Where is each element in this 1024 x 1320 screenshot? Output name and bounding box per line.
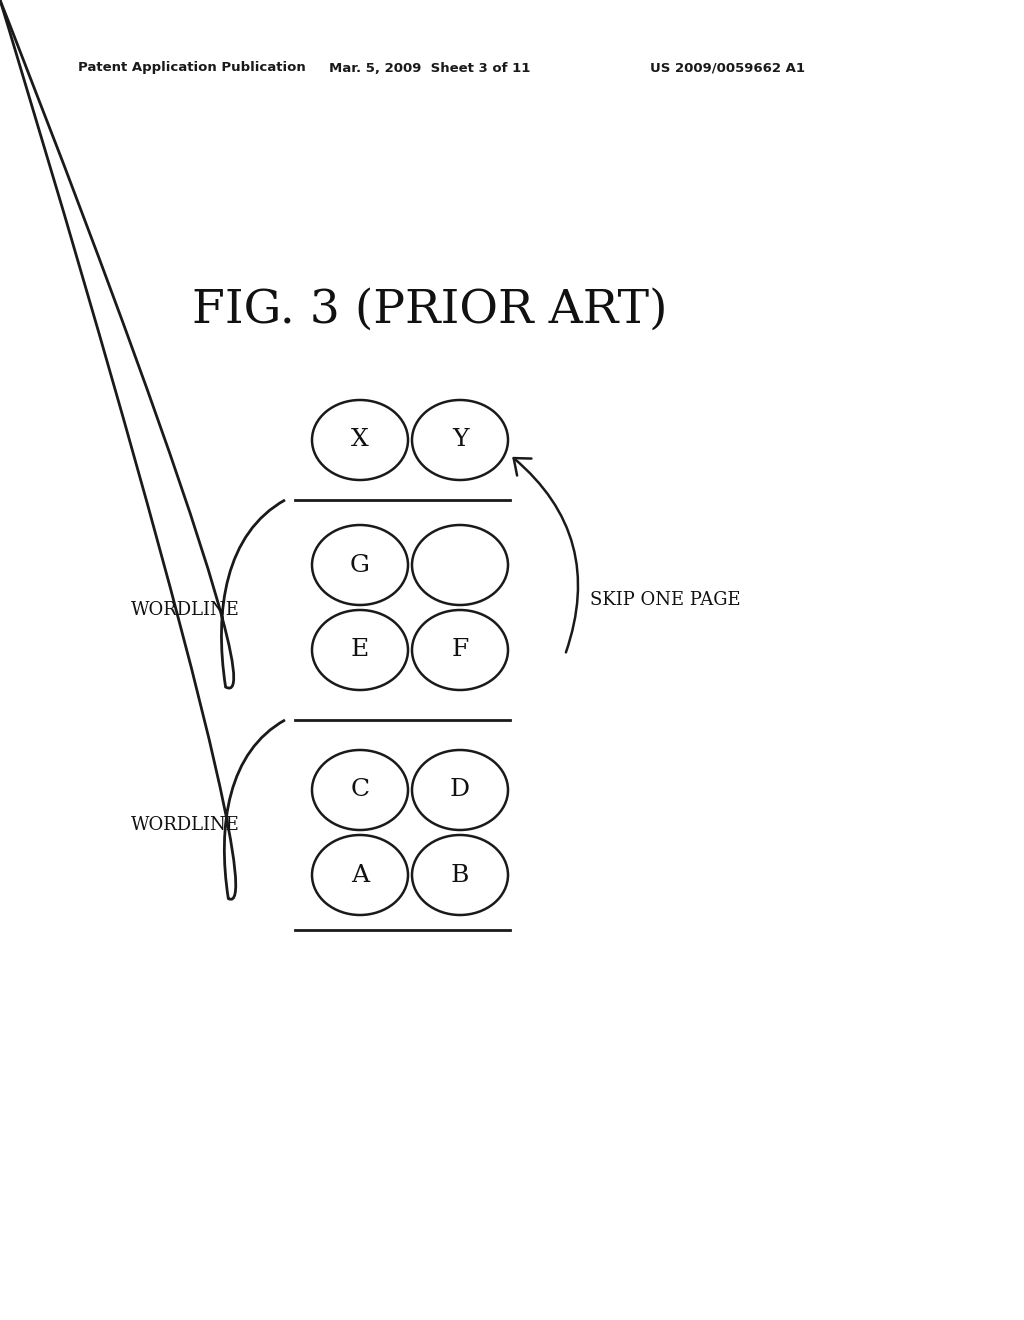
- Text: SKIP ONE PAGE: SKIP ONE PAGE: [590, 591, 740, 609]
- Text: Mar. 5, 2009  Sheet 3 of 11: Mar. 5, 2009 Sheet 3 of 11: [330, 62, 530, 74]
- Text: E: E: [351, 639, 369, 661]
- Text: A: A: [351, 863, 369, 887]
- Text: B: B: [451, 863, 469, 887]
- Text: X: X: [351, 429, 369, 451]
- Text: C: C: [350, 779, 370, 801]
- Text: US 2009/0059662 A1: US 2009/0059662 A1: [650, 62, 805, 74]
- Text: Y: Y: [452, 429, 468, 451]
- Text: D: D: [450, 779, 470, 801]
- Text: WORDLINE: WORDLINE: [131, 601, 240, 619]
- Text: Patent Application Publication: Patent Application Publication: [78, 62, 306, 74]
- Text: WORDLINE: WORDLINE: [131, 816, 240, 834]
- Text: G: G: [350, 553, 370, 577]
- Text: F: F: [452, 639, 469, 661]
- FancyArrowPatch shape: [514, 458, 578, 652]
- Text: FIG. 3 (PRIOR ART): FIG. 3 (PRIOR ART): [193, 288, 668, 333]
